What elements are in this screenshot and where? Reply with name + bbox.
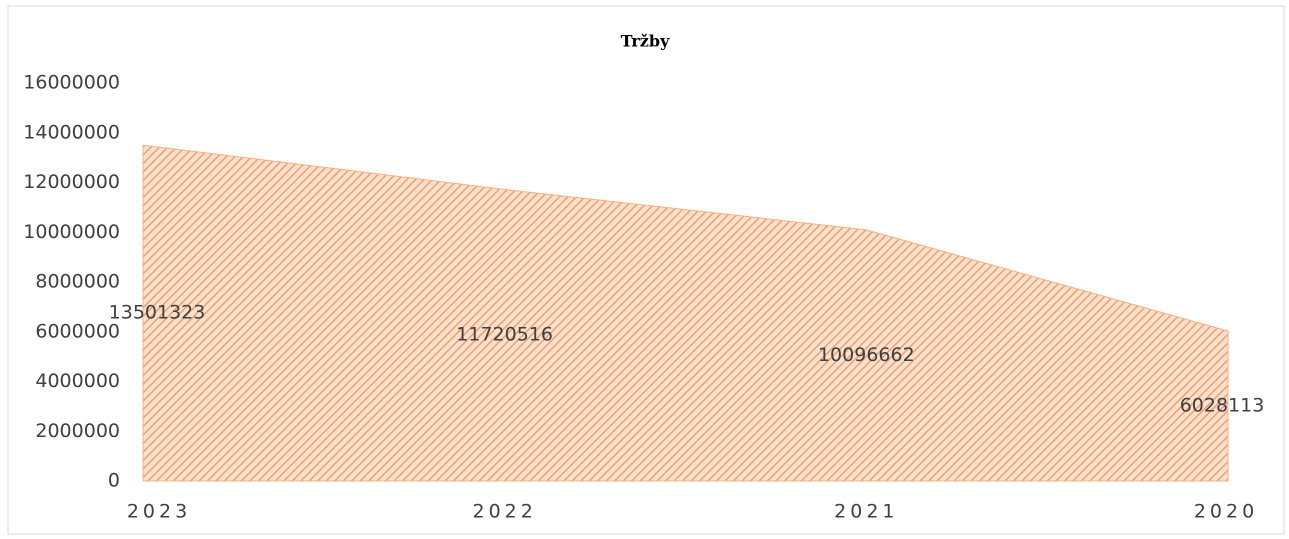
y-tick-label: 2000000	[35, 420, 120, 442]
y-tick-label: 14000000	[23, 121, 120, 143]
data-label: 10096662	[818, 344, 915, 366]
x-tick-label: 2022	[472, 501, 536, 523]
y-tick-label: 6000000	[35, 320, 120, 342]
area	[142, 144, 1229, 482]
y-tick-label: 16000000	[23, 72, 120, 94]
x-tick-label: 2020	[1194, 501, 1258, 523]
data-label: 6028113	[1180, 395, 1265, 417]
y-tick-label: 0	[108, 470, 120, 492]
x-tick-label: 2023	[127, 501, 191, 523]
y-tick-label: 4000000	[35, 370, 120, 392]
data-label: 13501323	[109, 302, 206, 324]
data-label: 11720516	[456, 324, 553, 346]
chart-frame	[7, 5, 1285, 535]
y-tick-label: 8000000	[35, 271, 120, 293]
y-tick-label: 12000000	[23, 171, 120, 193]
y-tick-label: 10000000	[23, 221, 120, 243]
x-tick-label: 2021	[834, 501, 898, 523]
chart-title: Tržby	[621, 32, 670, 51]
